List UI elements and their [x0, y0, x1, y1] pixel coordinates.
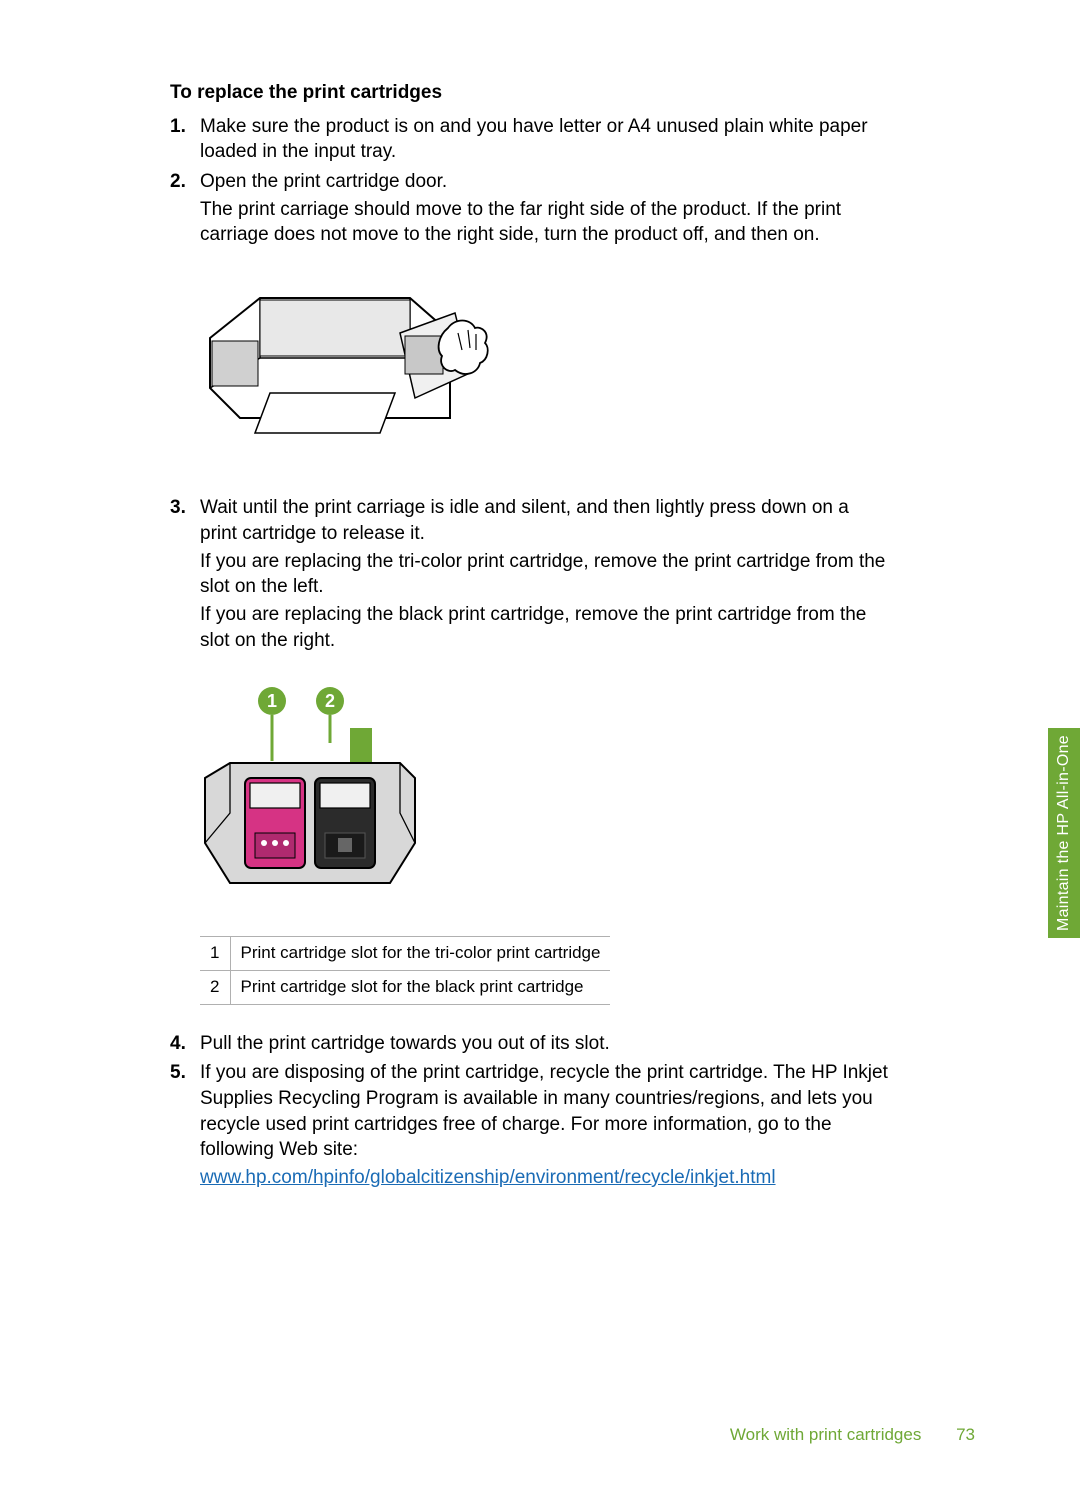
step-text: If you are disposing of the print cartri…	[200, 1060, 890, 1163]
chapter-tab: Maintain the HP All-in-One	[1048, 728, 1080, 938]
legend-num: 1	[200, 936, 230, 970]
callout-1: 1	[267, 691, 277, 711]
legend-text: Print cartridge slot for the tri-color p…	[230, 936, 610, 970]
step-number: 4.	[170, 1031, 186, 1057]
step-number: 5.	[170, 1060, 186, 1086]
step-text: Wait until the print carriage is idle an…	[200, 495, 890, 546]
step-4: 4. Pull the print cartridge towards you …	[200, 1031, 890, 1057]
recycle-link[interactable]: www.hp.com/hpinfo/globalcitizenship/envi…	[200, 1167, 776, 1188]
printer-illustration	[200, 278, 490, 458]
legend-row: 1 Print cartridge slot for the tri-color…	[200, 936, 610, 970]
cartridge-illustration: 1 2	[200, 683, 420, 898]
legend-num: 2	[200, 970, 230, 1004]
step-3: 3. Wait until the print carriage is idle…	[200, 495, 890, 1004]
footer-section: Work with print cartridges	[730, 1425, 921, 1444]
chapter-tab-label: Maintain the HP All-in-One	[1053, 735, 1075, 931]
page-footer: Work with print cartridges 73	[730, 1424, 975, 1447]
footer-page-number: 73	[956, 1425, 975, 1444]
step-2: 2. Open the print cartridge door. The pr…	[200, 169, 890, 466]
step-text: Make sure the product is on and you have…	[200, 114, 890, 165]
step-5: 5. If you are disposing of the print car…	[200, 1060, 890, 1190]
step-text: Pull the print cartridge towards you out…	[200, 1031, 890, 1057]
step-text: If you are replacing the black print car…	[200, 602, 890, 653]
section-title: To replace the print cartridges	[170, 80, 890, 106]
callout-2: 2	[325, 691, 335, 711]
step-text: If you are replacing the tri-color print…	[200, 549, 890, 600]
step-text: Open the print cartridge door.	[200, 169, 890, 195]
legend-row: 2 Print cartridge slot for the black pri…	[200, 970, 610, 1004]
step-1: 1. Make sure the product is on and you h…	[200, 114, 890, 165]
step-text: The print carriage should move to the fa…	[200, 197, 890, 248]
figure-printer	[200, 278, 890, 466]
step-number: 1.	[170, 114, 186, 140]
figure-legend: 1 Print cartridge slot for the tri-color…	[200, 936, 610, 1005]
steps-list: 1. Make sure the product is on and you h…	[170, 114, 890, 1191]
figure-cartridges: 1 2	[200, 683, 890, 906]
step-number: 2.	[170, 169, 186, 195]
step-number: 3.	[170, 495, 186, 521]
legend-text: Print cartridge slot for the black print…	[230, 970, 610, 1004]
